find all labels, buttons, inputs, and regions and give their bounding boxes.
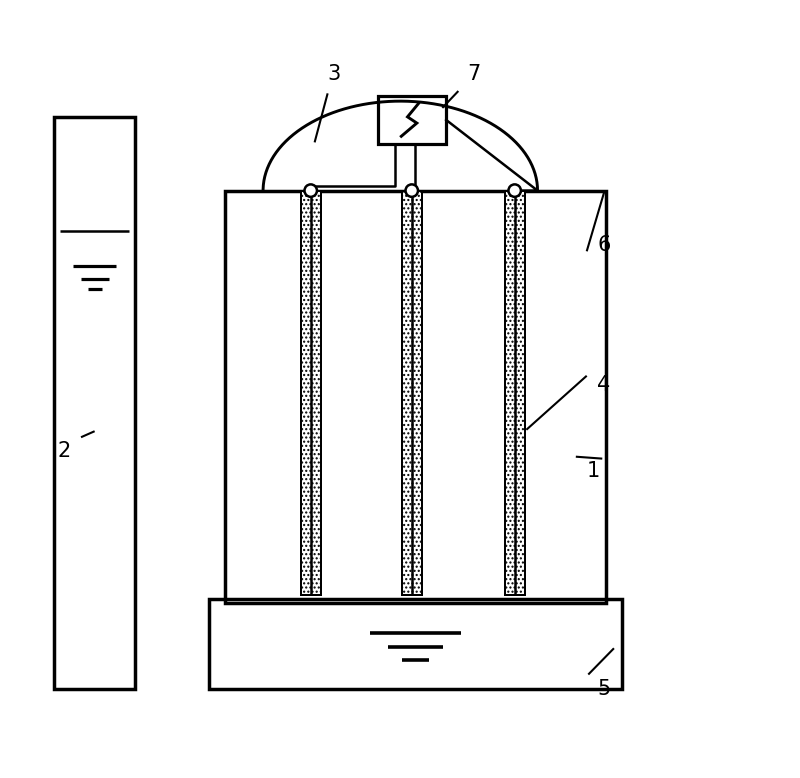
- Bar: [225, 191, 606, 603]
- Bar: [54, 117, 135, 689]
- Bar: [301, 191, 321, 595]
- Circle shape: [406, 184, 418, 197]
- Bar: [378, 96, 446, 144]
- Bar: [505, 191, 525, 595]
- Circle shape: [509, 184, 521, 197]
- Text: 7: 7: [467, 64, 481, 84]
- Bar: [402, 191, 422, 595]
- Text: 5: 5: [598, 678, 610, 699]
- Text: 2: 2: [58, 441, 70, 461]
- Text: 4: 4: [598, 375, 610, 395]
- Text: 6: 6: [597, 235, 610, 255]
- Text: 3: 3: [327, 64, 341, 84]
- Text: 1: 1: [586, 461, 599, 481]
- Circle shape: [305, 184, 317, 197]
- Bar: [210, 599, 622, 689]
